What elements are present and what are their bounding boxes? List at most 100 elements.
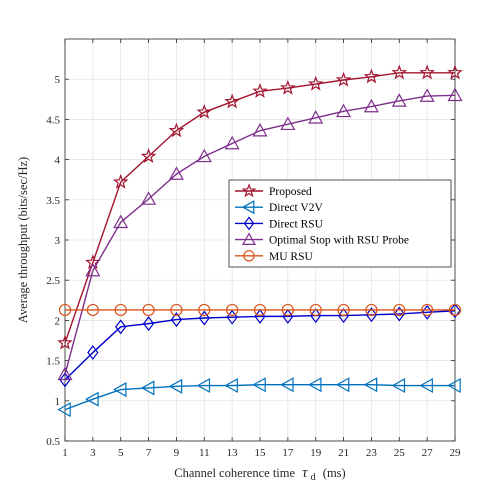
x-tick-label: 23 [366, 447, 378, 459]
series-point [335, 71, 352, 87]
series-point [57, 366, 73, 381]
series-point [224, 93, 240, 109]
series-point [447, 87, 463, 102]
x-tick-label: 25 [394, 447, 406, 459]
series-point [168, 122, 185, 138]
series-point [224, 135, 240, 150]
series-3 [57, 87, 463, 381]
series-point [393, 303, 406, 317]
legend-item: Direct RSU [235, 216, 324, 231]
legend-item: Direct V2V [235, 200, 323, 215]
series-point [449, 303, 461, 319]
series-point [86, 303, 99, 317]
series-point [112, 173, 129, 189]
x-tick-label: 15 [255, 447, 267, 459]
series-point [113, 214, 129, 229]
series-point [307, 75, 324, 91]
series-point [447, 64, 463, 80]
x-tick-label: 9 [174, 447, 180, 459]
x-axis-title-subscript: d [311, 472, 316, 483]
series-point [448, 303, 462, 317]
series-point [57, 402, 71, 418]
series-point [363, 68, 380, 84]
series-point [252, 83, 268, 98]
x-tick-label: 7 [146, 447, 152, 459]
series-point [140, 148, 157, 164]
series-point [421, 303, 434, 317]
series-point [391, 93, 407, 107]
x-axis-title-unit: (ms) [323, 466, 346, 480]
x-axis-title-text: Channel coherence time [174, 466, 295, 480]
y-tick-labels: 0.5 1 1.5 2 2.5 3 3.5 4 4.5 5 [46, 74, 60, 448]
series-point [198, 310, 210, 326]
series-point [447, 378, 461, 394]
series-point [280, 377, 294, 393]
series-point [310, 308, 322, 324]
y-tick-label: 5 [55, 74, 61, 86]
x-tick-label: 13 [227, 447, 239, 459]
series-point [308, 110, 324, 124]
x-tick-label: 11 [199, 447, 210, 459]
legend-item: MU RSU [235, 250, 313, 263]
series-point [58, 303, 72, 317]
series-point [253, 303, 267, 317]
y-tick-label: 2 [55, 315, 61, 327]
series-point [363, 98, 379, 113]
series-point [281, 303, 294, 317]
series-point [393, 306, 405, 322]
series-point [419, 378, 433, 394]
legend-label: Proposed [269, 186, 312, 198]
axis-ticks [64, 39, 456, 442]
series-point [391, 64, 408, 80]
y-tick-label: 1.5 [46, 356, 60, 368]
x-tick-label: 1 [62, 447, 68, 459]
series-point [168, 378, 183, 394]
series-point [85, 262, 101, 277]
series-point [114, 303, 127, 317]
series-point [419, 88, 435, 102]
series-line [64, 94, 456, 375]
legend-marker [241, 183, 257, 198]
series-point [365, 303, 378, 317]
legend-marker [241, 232, 257, 245]
series-point [170, 312, 183, 328]
x-axis-title-symbol: τ [302, 465, 308, 481]
series-point [307, 377, 322, 393]
series-layer [57, 64, 463, 418]
y-axis-title: Average throughput (bits/sec/Hz) [16, 157, 30, 323]
legend-item: Proposed [235, 183, 312, 198]
series-point [198, 303, 211, 317]
series-point [337, 303, 350, 317]
series-point [140, 380, 155, 396]
series-point [336, 103, 352, 118]
series-point [363, 377, 378, 393]
series-point [115, 319, 127, 335]
legend-box [228, 179, 452, 268]
series-point [85, 391, 99, 407]
x-tick-label: 17 [282, 447, 294, 459]
y-tick-label: 3 [55, 235, 61, 247]
series-point [142, 303, 155, 317]
series-point [59, 372, 71, 388]
series-point [226, 303, 239, 317]
series-point [335, 377, 350, 393]
y-tick-label: 0.5 [46, 436, 60, 448]
x-tick-labels: 1 3 5 7 9 11 13 15 17 19 21 23 25 27 29 [62, 447, 461, 459]
legend-marker [243, 250, 255, 262]
series-line [64, 384, 455, 411]
series-point [280, 79, 296, 95]
y-tick-label: 1 [55, 396, 61, 408]
y-tick-label: 4 [55, 155, 61, 167]
x-tick-label: 5 [118, 447, 124, 459]
series-point [196, 148, 212, 163]
x-axis-title: Channel coherence time τ d (ms) [174, 465, 345, 483]
series-point [280, 116, 296, 131]
legend-item: Optimal Stop with RSU Probe [235, 232, 409, 247]
x-tick-label: 21 [338, 447, 349, 459]
x-tick-label: 29 [450, 447, 462, 459]
legend: Proposed Direct V2V Direct RSU Optimal Stop… [228, 179, 452, 268]
y-tick-label: 3.5 [46, 195, 60, 207]
series-point [224, 378, 238, 394]
series-point [365, 307, 378, 323]
series-line [64, 310, 456, 381]
